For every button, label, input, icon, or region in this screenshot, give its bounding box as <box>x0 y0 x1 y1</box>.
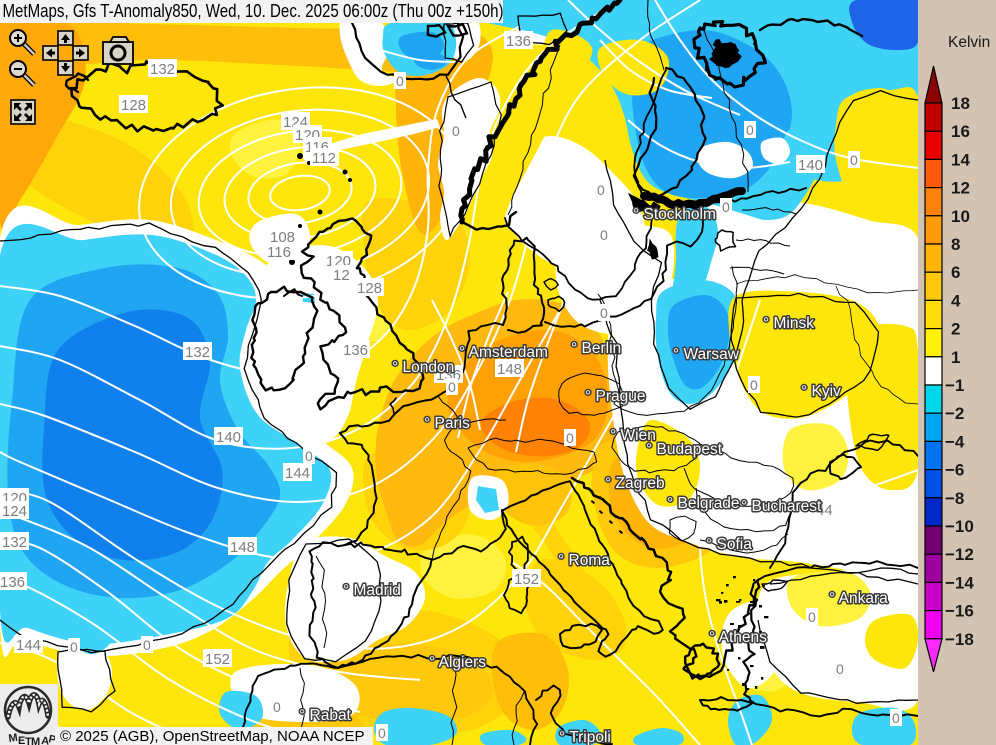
svg-text:0: 0 <box>396 73 404 89</box>
svg-text:° Budapest: ° Budapest <box>646 441 723 458</box>
svg-text:0: 0 <box>70 639 78 655</box>
svg-text:0: 0 <box>850 152 858 168</box>
svg-text:−14: −14 <box>945 573 974 592</box>
svg-text:0: 0 <box>448 379 456 395</box>
svg-text:−18: −18 <box>945 630 974 649</box>
svg-text:M: M <box>8 732 19 745</box>
svg-text:−8: −8 <box>945 489 964 508</box>
svg-text:T: T <box>25 736 32 745</box>
svg-text:0: 0 <box>722 199 730 215</box>
svg-text:0: 0 <box>378 725 386 741</box>
svg-text:152: 152 <box>205 651 230 668</box>
svg-text:0: 0 <box>566 430 574 446</box>
svg-text:112: 112 <box>312 150 336 167</box>
svg-text:° Zagreb: ° Zagreb <box>605 475 665 492</box>
svg-text:° Stockholm: ° Stockholm <box>633 206 716 223</box>
svg-text:° Roma: ° Roma <box>558 552 610 569</box>
svg-text:° Belgrade: ° Belgrade <box>667 495 740 512</box>
svg-text:° Ankara: ° Ankara <box>829 590 888 607</box>
svg-text:0: 0 <box>305 448 313 464</box>
svg-text:144: 144 <box>285 465 310 482</box>
svg-text:1: 1 <box>951 348 960 367</box>
svg-text:152: 152 <box>514 571 539 588</box>
svg-text:−16: −16 <box>945 602 974 621</box>
svg-text:° Rabat: ° Rabat <box>299 707 352 724</box>
svg-text:132: 132 <box>2 534 27 551</box>
svg-text:6: 6 <box>951 263 960 282</box>
svg-text:136: 136 <box>506 33 531 50</box>
svg-text:148: 148 <box>497 361 522 378</box>
svg-text:−12: −12 <box>945 545 974 564</box>
svg-text:116: 116 <box>267 244 291 261</box>
svg-text:144: 144 <box>16 637 41 654</box>
svg-text:° Paris: ° Paris <box>424 415 470 432</box>
svg-text:0: 0 <box>600 227 608 243</box>
svg-text:° Minsk: ° Minsk <box>763 315 814 332</box>
svg-text:10: 10 <box>951 207 970 226</box>
svg-text:° Wien: ° Wien <box>610 427 656 444</box>
svg-text:−6: −6 <box>945 461 964 480</box>
svg-text:−10: −10 <box>945 517 974 536</box>
svg-text:° Amsterdam: ° Amsterdam <box>459 344 548 361</box>
svg-text:0: 0 <box>892 710 900 726</box>
svg-text:° Algiers: ° Algiers <box>429 654 486 671</box>
svg-text:136: 136 <box>0 574 25 591</box>
svg-text:0: 0 <box>746 122 754 138</box>
svg-text:0: 0 <box>143 637 151 653</box>
svg-text:−4: −4 <box>945 432 965 451</box>
svg-text:−1: −1 <box>945 376 964 395</box>
svg-text:14: 14 <box>951 150 970 169</box>
svg-text:148: 148 <box>230 539 255 556</box>
svg-text:8: 8 <box>951 235 960 254</box>
svg-text:−2: −2 <box>945 404 964 423</box>
svg-text:° Madrid: ° Madrid <box>343 582 401 599</box>
svg-text:128: 128 <box>357 280 382 297</box>
svg-text:A: A <box>41 735 50 745</box>
svg-text:° Sofia: ° Sofia <box>706 536 752 553</box>
svg-text:44: 44 <box>816 502 833 519</box>
svg-text:132: 132 <box>150 61 175 78</box>
svg-text:Kelvin: Kelvin <box>948 34 990 51</box>
svg-text:4: 4 <box>951 291 961 310</box>
svg-text:° Kyiv: ° Kyiv <box>801 383 841 400</box>
svg-text:16: 16 <box>951 122 970 141</box>
svg-text:18: 18 <box>951 94 970 113</box>
svg-text:140: 140 <box>216 429 241 446</box>
svg-text:2: 2 <box>951 320 960 339</box>
svg-text:0: 0 <box>273 699 281 715</box>
svg-text:° Athens: ° Athens <box>709 629 767 646</box>
svg-text:° Bucharest: ° Bucharest <box>741 498 822 515</box>
svg-text:124: 124 <box>2 503 27 520</box>
svg-text:M: M <box>31 736 40 745</box>
svg-text:P: P <box>47 733 57 745</box>
svg-text:0: 0 <box>452 123 460 139</box>
svg-text:128: 128 <box>121 97 146 114</box>
svg-text:° Prague: ° Prague <box>585 388 646 405</box>
svg-text:0: 0 <box>600 305 608 321</box>
svg-text:° Berlin: ° Berlin <box>571 340 621 357</box>
svg-text:12: 12 <box>951 179 970 198</box>
svg-text:12: 12 <box>333 267 350 284</box>
svg-text:132: 132 <box>185 344 210 361</box>
svg-text:° London: ° London <box>392 359 454 376</box>
svg-text:° Tripoli: ° Tripoli <box>559 729 611 745</box>
svg-text:140: 140 <box>798 157 823 174</box>
svg-text:° Warsaw: ° Warsaw <box>673 346 740 363</box>
svg-text:0: 0 <box>836 661 844 677</box>
svg-text:E: E <box>18 735 25 745</box>
svg-text:0: 0 <box>808 609 816 625</box>
svg-text:136: 136 <box>343 342 368 359</box>
svg-text:108: 108 <box>270 229 295 246</box>
svg-text:0: 0 <box>597 182 605 198</box>
svg-text:0: 0 <box>750 377 758 393</box>
